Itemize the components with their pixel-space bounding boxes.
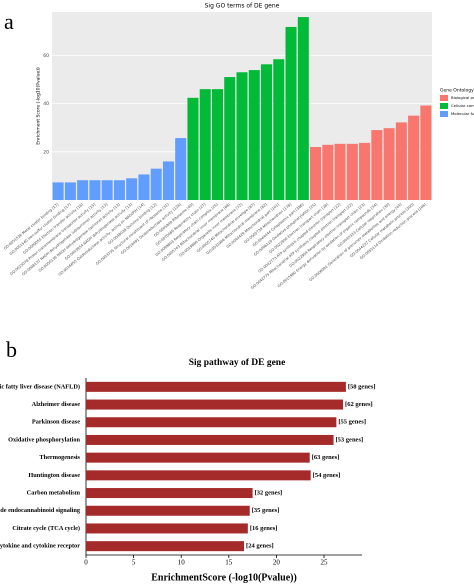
- bar: [162, 161, 174, 200]
- category-label: Viral protein interaction with cytokine …: [0, 543, 80, 550]
- bar: [86, 523, 248, 534]
- gene-count-label: [63 genes]: [312, 454, 340, 461]
- bar: [86, 470, 311, 481]
- category-label: Huntington disease: [28, 472, 80, 479]
- panel-label: a: [4, 9, 14, 34]
- gene-count-label: [62 genes]: [345, 401, 373, 408]
- bar: [346, 143, 358, 200]
- gene-count-label: [16 genes]: [250, 525, 278, 532]
- category-label: Alzheimer disease: [32, 401, 81, 408]
- bar: [86, 452, 310, 463]
- legend-title: Gene Ontology: [440, 88, 474, 94]
- category-label: Citrate cycle (TCA cycle): [12, 525, 80, 532]
- gene-count-label: [53 genes]: [336, 436, 364, 443]
- y-tick-label: 40: [43, 101, 49, 107]
- bar: [224, 77, 236, 200]
- bar: [150, 168, 162, 200]
- gene-count-label: [24 genes]: [246, 543, 274, 550]
- y-tick-label: 20: [43, 149, 49, 155]
- x-axis-label: EnrichmentScore (-log10(Pvalue)): [151, 572, 297, 583]
- bar: [248, 70, 260, 200]
- bar: [211, 89, 223, 200]
- bar: [371, 130, 383, 200]
- legend-label: Molecular function: [451, 111, 474, 116]
- gene-count-label: [55 genes]: [338, 419, 366, 426]
- bar: [89, 180, 101, 200]
- legend-label: Biological process: [451, 95, 474, 100]
- x-tick-label: GO:0015078 Proton transmembrane transpor…: [9, 202, 96, 276]
- y-axis-label: Enrichment Score (-log10(Pvalue)): [36, 67, 42, 145]
- category-label: Carbon metabolism: [27, 490, 81, 497]
- category-label: Retrograde endocannabinoid signaling: [0, 507, 81, 514]
- x-tick-label: GO:0006091 Generation of precursor metab…: [309, 202, 403, 282]
- gene-count-label: [32 genes]: [255, 490, 283, 497]
- category-label: Non-alcoholic fatty liver disease (NAFLD…: [0, 383, 80, 390]
- bar: [64, 182, 76, 200]
- bar: [77, 180, 89, 200]
- bar: [101, 180, 113, 200]
- bar: [359, 142, 371, 200]
- bar: [86, 417, 337, 428]
- chart-title: Sig pathway of DE gene: [189, 358, 286, 368]
- legend-swatch: [440, 111, 448, 117]
- gene-count-label: [54 genes]: [313, 472, 341, 479]
- bar: [199, 89, 211, 200]
- panel-label: b: [6, 337, 17, 362]
- bar: [52, 182, 64, 200]
- bar: [310, 146, 322, 200]
- gene-count-label: [35 genes]: [252, 507, 280, 514]
- category-label: Thermogenesis: [39, 454, 80, 461]
- x-tick-label: 15: [225, 559, 233, 567]
- bar: [297, 17, 309, 200]
- x-tick-label: 10: [178, 559, 186, 567]
- category-label: Oxidative phosphorylation: [8, 436, 80, 443]
- bar: [86, 505, 250, 516]
- bar: [187, 97, 199, 200]
- bar: [383, 128, 395, 200]
- bar: [86, 399, 344, 410]
- bar: [126, 178, 138, 200]
- bar: [86, 381, 346, 392]
- x-tick-label: 25: [321, 559, 329, 567]
- bar: [236, 72, 248, 200]
- bar: [113, 180, 125, 200]
- bar: [334, 143, 346, 200]
- x-tick-label: 20: [273, 559, 281, 567]
- bar: [285, 26, 297, 201]
- x-tick-label: 0: [84, 559, 88, 567]
- chart-title: Sig GO terms of DE gene: [205, 3, 280, 10]
- bar: [261, 64, 273, 200]
- bar: [175, 138, 187, 200]
- legend-swatch: [440, 95, 448, 101]
- bar: [86, 541, 245, 552]
- legend-swatch: [440, 103, 448, 109]
- bar: [395, 122, 407, 200]
- bar: [86, 488, 253, 499]
- bar: [322, 144, 334, 200]
- bar: [138, 174, 150, 200]
- bar: [273, 59, 285, 200]
- gene-count-label: [58 genes]: [348, 383, 376, 390]
- bar: [86, 434, 334, 445]
- legend-label: Cellular component: [451, 103, 474, 108]
- category-label: Parkinson disease: [32, 419, 80, 426]
- y-tick-label: 60: [43, 53, 49, 59]
- bar: [408, 115, 420, 200]
- x-tick-label: 5: [132, 559, 136, 567]
- bar: [420, 105, 432, 200]
